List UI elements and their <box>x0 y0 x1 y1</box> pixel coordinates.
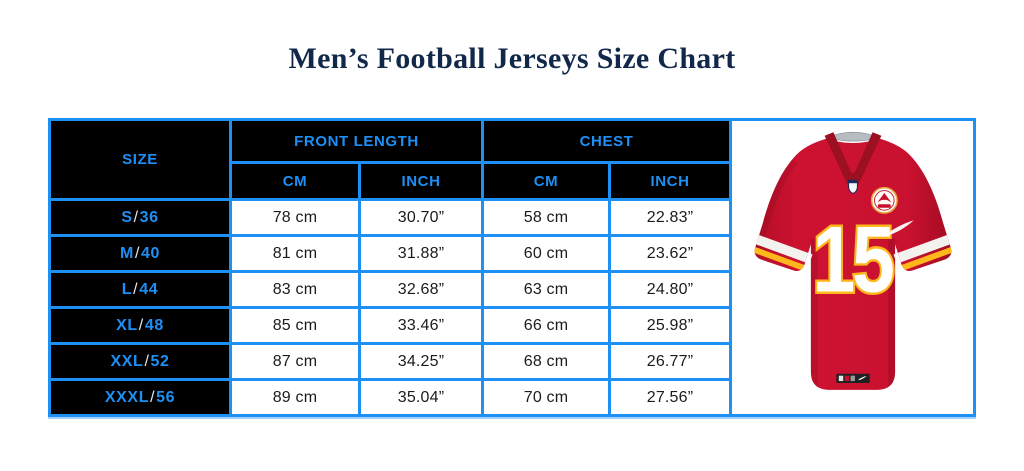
slash-separator: / <box>138 316 144 334</box>
size-cell: S/36 <box>48 198 232 238</box>
table-row: L/44 83 cm 32.68” 63 cm 24.80” <box>48 270 975 310</box>
front-length-inch-value: 30.70” <box>357 198 485 238</box>
chest-inch-value: 22.83” <box>608 198 733 238</box>
product-image-cell: 15 15 15 <box>729 118 977 417</box>
size-cell: XXL/52 <box>48 342 232 382</box>
chest-inch-value: 24.80” <box>608 270 733 310</box>
table-row: M/40 81 cm 31.88” 60 cm 23.62” <box>48 234 975 274</box>
chest-cm-value: 66 cm <box>481 306 612 346</box>
front-length-cm-value: 83 cm <box>229 270 361 310</box>
size-cell: XXXL/56 <box>48 378 232 417</box>
front-length-cm-value: 87 cm <box>229 342 361 382</box>
chest-cm-value: 58 cm <box>481 198 612 238</box>
chest-inch-value: 23.62” <box>608 234 733 274</box>
size-cell: L/44 <box>48 270 232 310</box>
subheader-front-inch: INCH <box>357 161 485 202</box>
slash-separator: / <box>150 388 156 406</box>
col-header-size: SIZE <box>48 117 232 202</box>
front-length-inch-value: 34.25” <box>357 342 485 382</box>
nike-swoosh-icon <box>885 220 914 236</box>
size-cell: M/40 <box>48 234 232 274</box>
chest-cm-value: 70 cm <box>481 378 612 417</box>
col-header-chest: CHEST <box>481 117 733 165</box>
subheader-chest-inch: INCH <box>608 161 733 202</box>
subheader-front-cm: CM <box>229 161 361 202</box>
table-row: XL/48 85 cm 33.46” 66 cm 25.98” <box>48 306 975 346</box>
slash-separator: / <box>133 280 139 298</box>
front-length-cm-value: 78 cm <box>229 198 361 238</box>
nfl-shield-icon <box>847 179 858 195</box>
chest-cm-value: 68 cm <box>481 342 612 382</box>
size-cell: XL/48 <box>48 306 232 346</box>
chest-inch-value: 27.56” <box>608 378 733 417</box>
front-length-cm-value: 81 cm <box>229 234 361 274</box>
front-length-cm-value: 85 cm <box>229 306 361 346</box>
jersey-chest-number: 15 <box>812 207 893 312</box>
front-length-inch-value: 33.46” <box>357 306 485 346</box>
jersey-jock-tag <box>835 373 870 384</box>
slash-separator: / <box>133 208 139 226</box>
front-length-inch-value: 32.68” <box>357 270 485 310</box>
chest-cm-value: 63 cm <box>481 270 612 310</box>
table-row: XXXL/56 89 cm 35.04” 70 cm 27.56” <box>48 378 975 417</box>
subheader-chest-cm: CM <box>481 161 612 202</box>
jersey-product-image: 15 15 15 <box>754 131 951 390</box>
slash-separator: / <box>134 244 140 262</box>
jersey-collar <box>824 132 881 189</box>
slash-separator: / <box>144 352 150 370</box>
team-patch-icon <box>870 186 898 214</box>
front-length-inch-value: 35.04” <box>357 378 485 417</box>
chest-cm-value: 60 cm <box>481 234 612 274</box>
chest-inch-value: 25.98” <box>608 306 733 346</box>
table-row: XXL/52 87 cm 34.25” 68 cm 26.77” <box>48 342 975 382</box>
size-chart-table: SIZE FRONT LENGTH CHEST <box>48 117 977 417</box>
front-length-cm-value: 89 cm <box>229 378 361 417</box>
chest-inch-value: 26.77” <box>608 342 733 382</box>
front-length-inch-value: 31.88” <box>357 234 485 274</box>
col-header-front-length: FRONT LENGTH <box>228 117 485 165</box>
table-row: S/36 78 cm 30.70” 58 cm 22.83” <box>48 198 975 238</box>
page-title: Men’s Football Jerseys Size Chart <box>288 42 736 75</box>
